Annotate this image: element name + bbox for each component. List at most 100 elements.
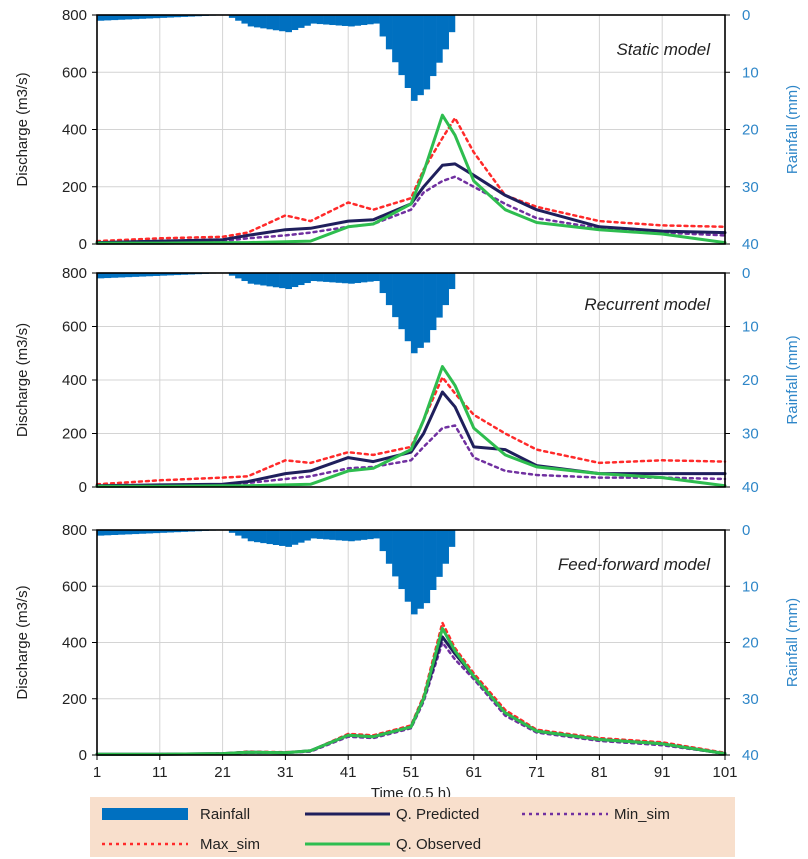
- y-tick-label: 0: [79, 479, 87, 496]
- y-tick-label: 600: [62, 319, 87, 336]
- x-tick-label: 101: [712, 764, 737, 781]
- series-line-observed: [95, 365, 727, 488]
- rainfall-bar: [103, 530, 112, 536]
- rainfall-bar: [341, 530, 349, 541]
- y2-tick-label: 10: [742, 64, 759, 81]
- rainfall-bar: [367, 273, 374, 282]
- rainfall-bar: [266, 530, 274, 545]
- rainfall-bar: [138, 15, 147, 19]
- rainfall-bar: [423, 530, 431, 604]
- rainfall-bar: [266, 15, 274, 30]
- rainfall-bar: [285, 273, 292, 290]
- y2-tick-label: 40: [742, 479, 759, 496]
- legend-label-rainfall: Rainfall: [200, 806, 250, 823]
- rainfall-bar: [145, 273, 154, 277]
- rainfall-bar: [131, 530, 140, 535]
- rainfall-bar: [272, 530, 280, 545]
- y-axis-label: Discharge (m3/s): [14, 585, 31, 699]
- x-tick-label: 11: [152, 764, 168, 781]
- rainfall-bar: [297, 273, 305, 286]
- rainfall-bar: [310, 530, 318, 539]
- rainfall-bar: [131, 273, 140, 277]
- rainfall-bar: [110, 273, 119, 278]
- rainfall-bar: [316, 15, 324, 25]
- rainfall-bar: [335, 273, 343, 283]
- rainfall-bars: [97, 530, 456, 615]
- rainfall-bar: [166, 273, 175, 276]
- y-tick-label: 0: [79, 747, 87, 764]
- y2-tick-label: 40: [742, 236, 759, 253]
- rainfall-bar: [385, 530, 393, 564]
- rainfall-bar: [398, 15, 406, 76]
- y2-tick-label: 10: [742, 578, 759, 595]
- rainfall-bar: [180, 273, 189, 275]
- rainfall-bar: [423, 273, 431, 343]
- y2-tick-label: 0: [742, 265, 750, 282]
- rainfall-bar: [297, 530, 305, 543]
- rainfall-bar: [335, 530, 343, 541]
- y-tick-label: 400: [62, 372, 87, 389]
- rainfall-bar: [411, 15, 418, 101]
- rainfall-bar: [180, 15, 189, 17]
- chart-panel-2: 0 200 400 600 800 0 10 20 30 40 Discharge (m3/s) Ra…: [14, 265, 801, 496]
- rainfall-bar: [436, 15, 443, 63]
- rainfall-bar: [442, 273, 449, 306]
- rainfall-bar: [417, 273, 424, 348]
- rainfall-bar: [341, 273, 349, 284]
- rainfall-bar: [279, 15, 286, 32]
- rainfall-bar: [117, 273, 126, 278]
- rainfall-bar: [398, 530, 406, 590]
- rainfall-bar: [429, 15, 437, 77]
- panel-title: Static model: [616, 40, 711, 59]
- y-tick-label: 600: [62, 578, 87, 595]
- rainfall-bar: [152, 273, 161, 276]
- series-line-observed: [95, 113, 727, 245]
- y2-axis-label: Rainfall (mm): [784, 85, 801, 174]
- y-tick-label: 800: [62, 7, 87, 24]
- rainfall-bar: [354, 273, 362, 284]
- rainfall-bar: [436, 273, 443, 318]
- rainfall-bar: [285, 15, 292, 33]
- x-tick-label: 81: [591, 764, 608, 781]
- chart-panel-3: 0 200 400 600 800 0 10 20 30 40 Discharge (m3/s) Ra…: [14, 522, 801, 802]
- rainfall-bar: [254, 15, 261, 28]
- rainfall-bar: [442, 530, 449, 564]
- y2-tick-label: 20: [742, 635, 759, 652]
- rainfall-bar: [392, 15, 399, 63]
- rainfall-bar: [411, 273, 418, 354]
- rainfall-bar: [241, 530, 249, 539]
- panel-title: Recurrent model: [584, 295, 711, 314]
- rainfall-bar: [260, 15, 267, 29]
- y2-tick-label: 10: [742, 319, 759, 336]
- rainfall-bar: [379, 15, 387, 37]
- rainfall-bar: [354, 530, 362, 541]
- rainfall-bar: [417, 530, 424, 609]
- rainfall-bar: [254, 273, 261, 285]
- rainfall-bar: [235, 273, 242, 279]
- y2-tick-label: 30: [742, 691, 759, 708]
- rainfall-bar: [329, 15, 336, 26]
- rainfall-bar: [291, 15, 299, 31]
- rainfall-bar: [360, 530, 368, 540]
- rainfall-bar: [260, 530, 267, 544]
- rainfall-bars: [97, 273, 456, 354]
- rainfall-bar: [279, 530, 286, 546]
- rainfall-bar: [373, 15, 380, 24]
- y2-axis-label: Rainfall (mm): [784, 598, 801, 687]
- y2-tick-label: 40: [742, 747, 759, 764]
- rainfall-bar: [152, 15, 161, 19]
- y-tick-label: 200: [62, 426, 87, 443]
- rainfall-bar: [335, 15, 343, 26]
- rainfall-bar: [291, 273, 299, 288]
- rainfall-bar: [173, 530, 182, 533]
- legend-label-min-sim: Min_sim: [614, 806, 670, 823]
- x-tick-label: 21: [214, 764, 231, 781]
- y-tick-label: 800: [62, 265, 87, 282]
- rainfall-bar: [404, 273, 412, 342]
- rainfall-bar: [103, 15, 112, 21]
- rainfall-bar: [304, 273, 311, 284]
- y-tick-label: 0: [79, 236, 87, 253]
- y2-tick-label: 30: [742, 179, 759, 196]
- series-line-min-sim: [95, 175, 727, 244]
- legend-label-observed: Q. Observed: [396, 836, 481, 853]
